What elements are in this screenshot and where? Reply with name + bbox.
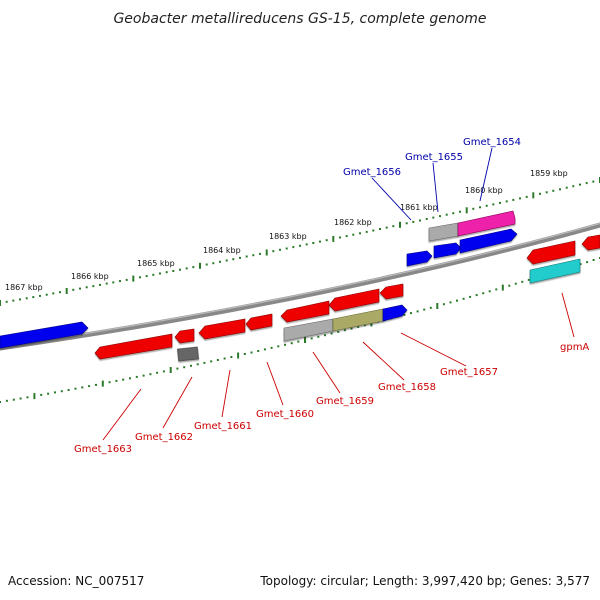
gene-arrow[interactable]: [457, 210, 516, 237]
tick-label-1861: 1861 kbp: [400, 203, 438, 212]
gene-box[interactable]: [529, 258, 581, 284]
gene-arrow[interactable]: [379, 283, 404, 300]
gene-arrow[interactable]: [0, 321, 89, 349]
gene-arrow[interactable]: [245, 313, 273, 331]
gene-label-gmet-1663[interactable]: Gmet_1663: [74, 444, 132, 455]
tick-label-1866: 1866 kbp: [71, 272, 109, 281]
callout-line: [371, 177, 412, 221]
gene-box[interactable]: [177, 346, 199, 362]
tick-label-1864: 1864 kbp: [203, 246, 241, 255]
accession-text: Accession: NC_007517: [8, 574, 145, 588]
minus-strand-genes: [94, 234, 600, 362]
gene-label-gmet-1660[interactable]: Gmet_1660: [256, 409, 314, 420]
genome-summary-text: Topology: circular; Length: 3,997,420 bp…: [260, 574, 590, 588]
tick-label-1860: 1860 kbp: [465, 186, 503, 195]
tick-label-1862: 1862 kbp: [334, 218, 372, 227]
genome-backbone: [0, 222, 600, 351]
gene-labels: Gmet_1656 Gmet_1655 Gmet_1654 Gmet_1663 …: [74, 137, 589, 455]
gene-arrow[interactable]: [198, 318, 246, 340]
callout-line: [400, 332, 467, 367]
gene-arrow[interactable]: [433, 242, 462, 259]
genome-backbone-highlight: [0, 222, 600, 348]
gene-box[interactable]: [283, 318, 334, 342]
gene-arrow[interactable]: [459, 228, 518, 254]
tick-label-1863: 1863 kbp: [269, 232, 307, 241]
gene-label-gmet-1658[interactable]: Gmet_1658: [378, 382, 436, 393]
gene-arrow[interactable]: [174, 328, 195, 344]
callout-line: [561, 292, 575, 338]
gene-label-gmet-1655[interactable]: Gmet_1655: [405, 152, 463, 163]
scale-tick-labels: 1867 kbp 1866 kbp 1865 kbp 1864 kbp 1863…: [5, 169, 568, 292]
gene-label-gmet-1654[interactable]: Gmet_1654: [463, 137, 521, 148]
callout-line: [312, 351, 341, 394]
callout-line: [221, 369, 231, 418]
gene-arrow[interactable]: [382, 304, 408, 322]
callout-line: [362, 341, 405, 381]
gene-arrow[interactable]: [526, 240, 576, 265]
gene-label-gpma[interactable]: gpmA: [560, 342, 589, 353]
gene-label-gmet-1657[interactable]: Gmet_1657: [440, 367, 498, 378]
callout-line: [162, 376, 193, 429]
gene-label-gmet-1662[interactable]: Gmet_1662: [135, 432, 193, 443]
gene-arrow[interactable]: [581, 234, 600, 251]
plus-strand-genes: [0, 210, 518, 349]
gene-arrow[interactable]: [328, 288, 380, 312]
tick-label-1867: 1867 kbp: [5, 283, 43, 292]
tick-label-1865: 1865 kbp: [137, 259, 175, 268]
gene-callout-lines: [102, 147, 575, 441]
gene-label-gmet-1659[interactable]: Gmet_1659: [316, 396, 374, 407]
gene-arrow[interactable]: [428, 222, 459, 242]
upper-scale-ruler: [0, 177, 600, 306]
gene-label-gmet-1661[interactable]: Gmet_1661: [194, 421, 252, 432]
gene-arrow[interactable]: [280, 300, 330, 323]
callout-line: [432, 162, 439, 213]
gene-label-gmet-1656[interactable]: Gmet_1656: [343, 167, 401, 178]
gene-arrow[interactable]: [94, 333, 173, 360]
gene-arrow[interactable]: [406, 250, 433, 267]
callout-line: [102, 388, 142, 441]
callout-line: [479, 147, 493, 202]
tick-label-1859: 1859 kbp: [530, 169, 568, 178]
map-title: Geobacter metallireducens GS-15, complet…: [113, 11, 486, 27]
callout-line: [266, 361, 284, 406]
